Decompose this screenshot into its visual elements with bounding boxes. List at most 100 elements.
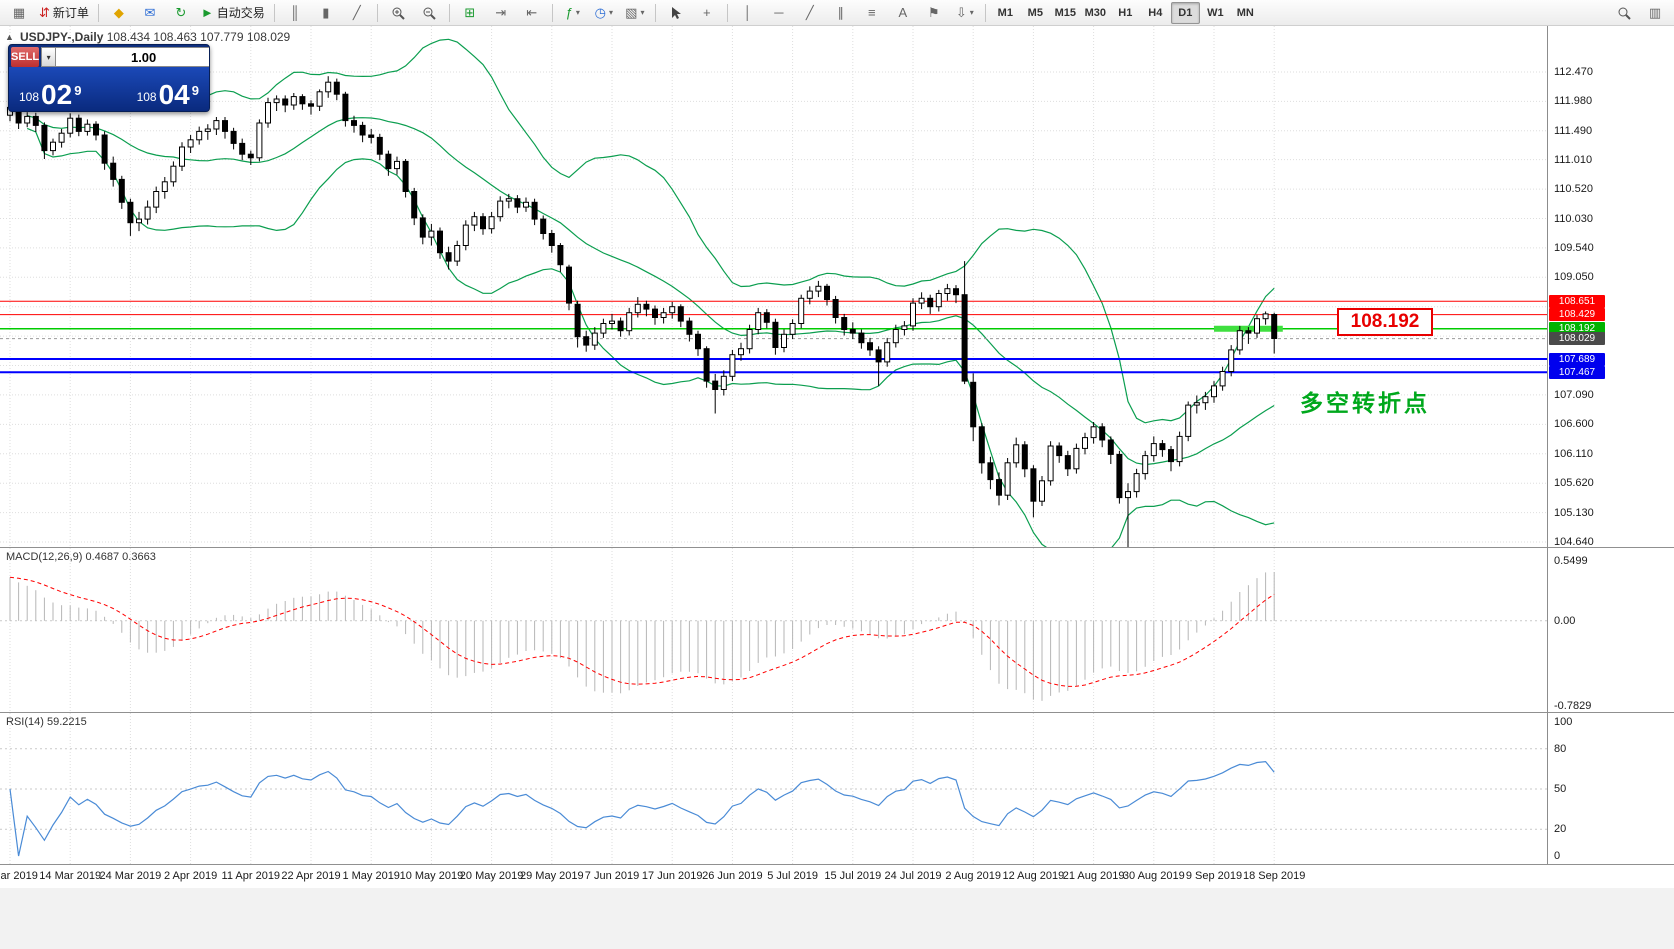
scale-tick: 104.640 — [1554, 536, 1594, 547]
indicators-button[interactable]: ƒ ▾ — [558, 1, 588, 25]
date-label: 14 Mar 2019 — [39, 870, 102, 882]
new-order-button[interactable]: ⇵ 新订单 — [35, 1, 93, 25]
refresh-button[interactable]: ↻ — [166, 1, 196, 25]
search-button[interactable] — [1609, 1, 1639, 25]
chevron-down-icon: ▾ — [575, 8, 580, 17]
toolbar-separator — [448, 3, 450, 22]
main-chart-canvas[interactable] — [0, 26, 1547, 547]
sell-button[interactable]: SELL — [11, 47, 40, 67]
indicators-icon: ƒ — [565, 5, 573, 20]
timeframe-button-m15[interactable]: M15 — [1054, 6, 1077, 19]
pane-separator[interactable] — [0, 712, 1674, 713]
timeframe-button-h4[interactable]: H4 — [1148, 6, 1163, 19]
auto-scroll-icon: ⇥ — [495, 5, 507, 20]
bid-price: 108 02 9 — [19, 81, 81, 109]
auto-scroll-button[interactable]: ⇥ — [486, 1, 516, 25]
trendline-tool[interactable]: ╱ — [795, 1, 825, 25]
rsi-scale[interactable]: 100 80 50 20 0 — [1547, 713, 1674, 864]
date-label: 10 May 2019 — [399, 870, 464, 882]
timeframe-button-m1[interactable]: M1 — [997, 6, 1013, 19]
scale-tick: 109.050 — [1554, 271, 1594, 284]
date-label: 24 Jul 2019 — [884, 870, 942, 882]
volume-input[interactable] — [56, 47, 209, 67]
price-level-tag: 107.689 — [1549, 352, 1605, 366]
periods-button[interactable]: ◷ ▾ — [589, 1, 619, 25]
arrows-tool[interactable]: ⇩ ▾ — [950, 1, 980, 25]
autotrading-button[interactable]: ► 自动交易 — [197, 1, 269, 25]
tile-windows-icon: ⊞ — [464, 5, 476, 20]
price-scale[interactable]: 112.470 111.980 111.490 111.010 110.520 110.0… — [1547, 26, 1674, 547]
scale-tick: 105.130 — [1554, 506, 1594, 519]
date-label: 1 May 2019 — [342, 870, 400, 882]
macd-canvas[interactable] — [0, 548, 1547, 712]
vertical-line-tool[interactable]: │ — [733, 1, 763, 25]
market-watch-button[interactable]: ◆ — [104, 1, 134, 25]
zoom-in-button[interactable] — [383, 1, 413, 25]
new-chart-button[interactable]: ▦ — [4, 1, 34, 25]
price-level-tag: 108.192 — [1549, 322, 1605, 336]
autotrading-play-icon: ► — [200, 5, 214, 20]
timeframe-button-w1[interactable]: W1 — [1207, 6, 1224, 19]
macd-scale[interactable]: 0.5499 0.00 -0.7829 — [1547, 548, 1674, 712]
toolbar-separator — [984, 3, 986, 22]
chevron-down-icon: ▾ — [640, 8, 645, 17]
line-chart-button[interactable]: ╱ — [342, 1, 372, 25]
collapse-trade-panel-icon[interactable]: ▲ — [5, 32, 14, 42]
zoom-out-icon — [423, 7, 436, 20]
navigator-button[interactable]: ✉ — [135, 1, 165, 25]
cursor-icon — [671, 6, 681, 19]
pane-separator[interactable] — [0, 864, 1674, 865]
scale-tick: 110.520 — [1554, 183, 1593, 196]
timeframe-button-m30[interactable]: M30 — [1084, 6, 1107, 19]
ask-base: 108 — [136, 90, 157, 104]
pane-separator[interactable] — [0, 547, 1674, 548]
ask-price: 108 04 9 — [136, 81, 199, 109]
date-label: 2 Apr 2019 — [163, 870, 218, 882]
templates-icon: ▧ — [625, 5, 638, 20]
toolbar-separator — [726, 3, 728, 22]
bid-base: 108 — [19, 90, 40, 104]
chart-shift-button[interactable]: ⇤ — [517, 1, 547, 25]
bar-chart-icon: ║ — [290, 5, 300, 20]
tile-windows-button[interactable]: ⊞ — [455, 1, 485, 25]
bid-ask-display: 108 02 9 108 04 9 — [9, 67, 209, 111]
volume-decrease-button[interactable]: ▾ — [41, 47, 57, 67]
fibonacci-tool[interactable]: ≡ — [857, 1, 887, 25]
window-icon: ▦ — [12, 5, 26, 20]
toolbar: ▦ ⇵ 新订单 ◆ ✉ ↻ ► 自动交易 ║ ▮ ╱ ⊞ ⇥ ⇤ ƒ ▾ ◷ ▾ ▧… — [0, 0, 1674, 26]
horizontal-line-tool[interactable]: ─ — [764, 1, 794, 25]
date-label: 29 May 2019 — [519, 870, 584, 882]
window-bottom-filler — [0, 888, 1674, 949]
toolbar-separator — [654, 3, 656, 22]
ask-sup: 9 — [191, 83, 199, 98]
ohlc-values: 108.434 108.463 107.779 108.029 — [106, 30, 291, 44]
date-label: 22 Apr 2019 — [281, 870, 341, 882]
zoom-out-button[interactable] — [414, 1, 444, 25]
scale-tick: 105.620 — [1554, 477, 1594, 490]
templates-button[interactable]: ▧ ▾ — [620, 1, 650, 25]
crosshair-button[interactable]: + — [692, 1, 722, 25]
cursor-button[interactable] — [661, 1, 691, 25]
channel-tool[interactable]: ∥ — [826, 1, 856, 25]
text-tool[interactable]: A — [888, 1, 918, 25]
candlestick-chart-button[interactable]: ▮ — [311, 1, 341, 25]
autotrading-label: 自动交易 — [216, 6, 265, 20]
date-label: 12 Aug 2019 — [1002, 870, 1065, 882]
timeframe-button-h1[interactable]: H1 — [1118, 6, 1133, 19]
layouts-button[interactable]: ▥ — [1640, 1, 1670, 25]
scale-tick: 111.010 — [1554, 153, 1593, 166]
rsi-canvas[interactable] — [0, 713, 1547, 864]
timeframe-button-d1[interactable]: D1 — [1170, 1, 1200, 24]
date-label: 2 Aug 2019 — [945, 870, 1002, 882]
timeframe-button-m5[interactable]: M5 — [1027, 6, 1043, 19]
crosshair-icon: + — [703, 5, 711, 20]
refresh-icon: ↻ — [175, 5, 187, 20]
bar-chart-button[interactable]: ║ — [280, 1, 310, 25]
toolbar-separator — [97, 3, 99, 22]
label-tool[interactable]: ⚑ — [919, 1, 949, 25]
timeframe-button-mn[interactable]: MN — [1236, 6, 1254, 19]
one-click-trade-panel: SELL ▾ ▴ BUY 108 02 9 108 04 9 — [8, 44, 210, 112]
date-label: 24 Mar 2019 — [99, 870, 162, 882]
scale-tick: 110.030 — [1554, 212, 1593, 225]
